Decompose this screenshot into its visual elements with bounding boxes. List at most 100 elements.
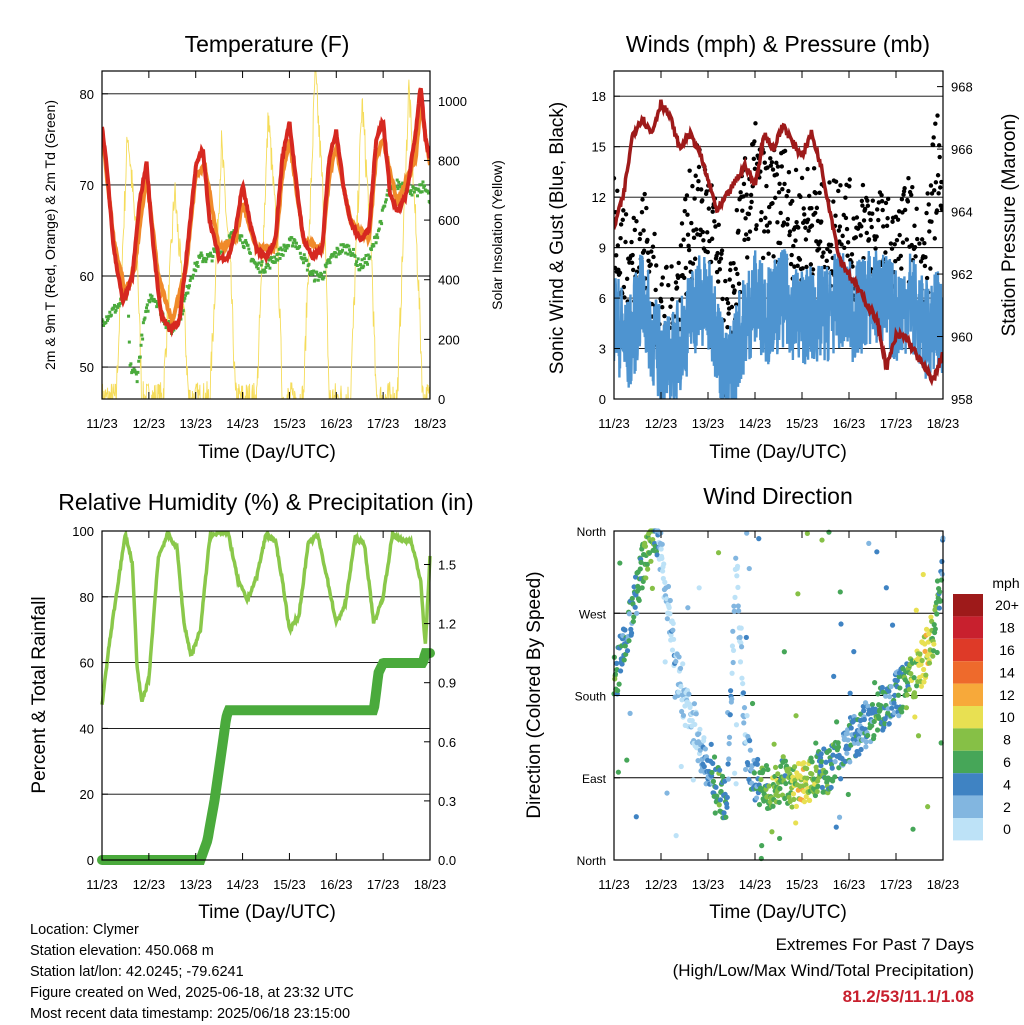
dewpoint-point <box>141 321 145 325</box>
dewpoint-point <box>347 244 351 248</box>
direction-point <box>851 649 857 655</box>
direction-point <box>793 713 799 719</box>
direction-point <box>649 585 655 591</box>
gust-point <box>641 228 646 233</box>
direction-point <box>865 703 871 709</box>
dewpoint-point <box>280 248 284 252</box>
gust-point <box>860 203 865 208</box>
dewpoint-point <box>281 253 285 257</box>
direction-point <box>921 666 927 673</box>
dewpoint-point <box>399 183 403 187</box>
xtick-label: 13/23 <box>692 416 725 431</box>
gust-point <box>798 194 803 199</box>
gust-point <box>917 241 922 246</box>
dewpoint-point <box>294 245 298 249</box>
direction-point <box>912 693 918 700</box>
temperature-panel: Temperature (F) 2m & 9m T (Red, Orange) … <box>42 31 505 463</box>
dewpoint-point <box>248 251 252 255</box>
direction-point <box>760 767 767 773</box>
dewpoint-point <box>426 189 430 193</box>
station-latlon: Station lat/lon: 42.0245; -79.6241 <box>30 964 244 980</box>
gust-point <box>726 311 731 316</box>
dewpoint-point <box>209 254 213 258</box>
direction-point <box>668 632 674 638</box>
dewpoint-point <box>375 233 379 237</box>
ytick-label: North <box>577 525 606 539</box>
gust-point <box>817 239 823 244</box>
gust-point <box>844 226 850 232</box>
direction-point <box>740 680 746 687</box>
dewpoint-point <box>409 189 413 193</box>
direction-point <box>679 697 685 703</box>
dewpoint-point <box>130 371 134 375</box>
dewpoint-point <box>284 244 288 248</box>
gust-point <box>859 198 865 204</box>
direction-point <box>632 574 639 580</box>
direction-point <box>621 657 627 663</box>
extremes-box: Extremes For Past 7 Days (High/Low/Max W… <box>673 932 974 1010</box>
dewpoint-point <box>345 243 349 247</box>
direction-point <box>911 690 918 696</box>
gust-point <box>785 216 791 222</box>
direction-point <box>930 653 936 659</box>
direction-point <box>874 727 881 733</box>
ytick-label: 3 <box>599 342 606 357</box>
direction-point <box>835 744 842 750</box>
xtick-label: 18/23 <box>414 877 447 892</box>
direction-point <box>667 611 673 617</box>
dewpoint-point <box>191 273 195 277</box>
direction-point <box>746 565 752 572</box>
direction-point <box>726 740 732 747</box>
direction-point <box>626 638 632 644</box>
direction-point <box>711 754 718 760</box>
dewpoint-point <box>374 241 378 245</box>
ytick-label: West <box>579 607 607 621</box>
direction-point <box>803 793 809 800</box>
dewpoint-point <box>138 355 142 359</box>
gust-point <box>691 235 697 241</box>
direction-point <box>751 770 757 776</box>
gust-point <box>899 197 905 202</box>
gust-point <box>804 264 809 270</box>
colorbar-label: 0 <box>1003 821 1011 837</box>
gust-point <box>693 173 698 178</box>
direction-point <box>776 799 782 805</box>
direction-point <box>637 566 643 572</box>
direction-point <box>738 640 744 646</box>
direction-point <box>826 529 832 535</box>
gust-point <box>644 205 649 211</box>
direction-point <box>646 550 653 556</box>
ytick-right-label: 200 <box>438 332 460 347</box>
direction-point <box>928 614 934 620</box>
direction-point <box>782 758 789 764</box>
direction-point <box>895 692 902 698</box>
gust-point <box>673 280 679 285</box>
direction-point <box>918 683 925 689</box>
gust-point <box>794 220 799 225</box>
humidity-panel: Relative Humidity (%) & Precipitation (i… <box>29 489 474 923</box>
direction-point <box>863 744 869 750</box>
station-info: Location: Clymer Station elevation: 450.… <box>30 920 354 1025</box>
dewpoint-point <box>134 372 138 376</box>
dewpoint-point <box>288 238 292 242</box>
xtick-label: 15/23 <box>786 416 819 431</box>
ytick-label: North <box>577 854 606 868</box>
gust-point <box>782 148 788 154</box>
gust-point <box>843 215 849 221</box>
gust-point <box>805 166 810 172</box>
rainfall-line <box>97 648 435 865</box>
direction-point <box>660 568 666 574</box>
dewpoint-point <box>196 264 200 268</box>
gust-point <box>908 192 914 198</box>
gust-point <box>743 232 749 237</box>
direction-point <box>814 788 820 795</box>
dewpoint-point <box>380 208 384 212</box>
direction-point <box>743 766 749 773</box>
dewpoint-point <box>305 258 309 262</box>
dewpoint-point <box>344 245 348 249</box>
gust-point <box>827 180 832 185</box>
dewpoint-point <box>351 252 355 256</box>
gust-point <box>743 216 748 221</box>
gust-point <box>725 325 730 330</box>
gust-point <box>648 262 653 267</box>
